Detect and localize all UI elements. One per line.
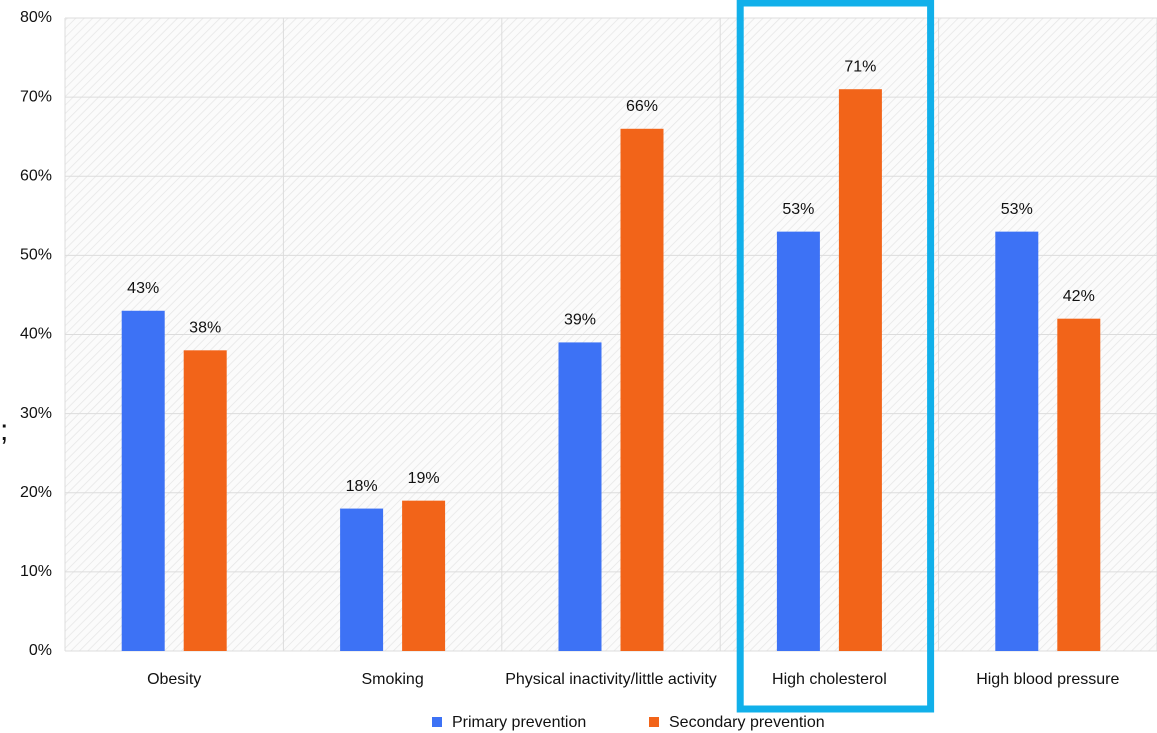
bar — [558, 342, 602, 651]
x-tick-label: Physical inactivity/little activity — [505, 671, 717, 688]
bar — [340, 508, 384, 651]
value-label: 42% — [1063, 288, 1095, 305]
legend-swatch — [432, 717, 442, 727]
y-tick-label: 20% — [20, 484, 52, 501]
x-tick-label: High cholesterol — [772, 671, 887, 688]
y-tick-label: 10% — [20, 563, 52, 580]
y-tick-label: 60% — [20, 167, 52, 184]
legend-label: Secondary prevention — [669, 714, 825, 731]
value-label: 71% — [844, 58, 876, 75]
value-label: 18% — [346, 478, 378, 495]
bar — [838, 89, 882, 651]
bar — [995, 231, 1039, 651]
bar — [1057, 318, 1101, 651]
highlight-box — [736, 0, 935, 713]
legend-swatch — [649, 717, 659, 727]
value-label: 19% — [408, 470, 440, 487]
bar — [620, 128, 664, 651]
y-tick-label: 50% — [20, 247, 52, 264]
annotation: ; — [0, 414, 8, 447]
x-tick-label: High blood pressure — [976, 671, 1119, 688]
value-label: 66% — [626, 98, 658, 115]
bar — [402, 500, 446, 651]
value-label: 39% — [564, 312, 596, 329]
bar — [121, 310, 165, 651]
y-tick-label: 70% — [20, 88, 52, 105]
value-label: 43% — [127, 280, 159, 297]
bar — [776, 231, 820, 651]
legend-label: Primary prevention — [452, 714, 586, 731]
bar — [183, 350, 227, 651]
value-label: 53% — [1001, 201, 1033, 218]
y-tick-label: 30% — [20, 405, 52, 422]
y-tick-label: 80% — [20, 9, 52, 26]
y-tick-label: 40% — [20, 326, 52, 343]
y-tick-label: 0% — [29, 642, 52, 659]
x-tick-label: Obesity — [147, 671, 201, 688]
value-label: 38% — [189, 320, 221, 337]
x-tick-label: Smoking — [361, 671, 423, 688]
value-label: 53% — [782, 201, 814, 218]
